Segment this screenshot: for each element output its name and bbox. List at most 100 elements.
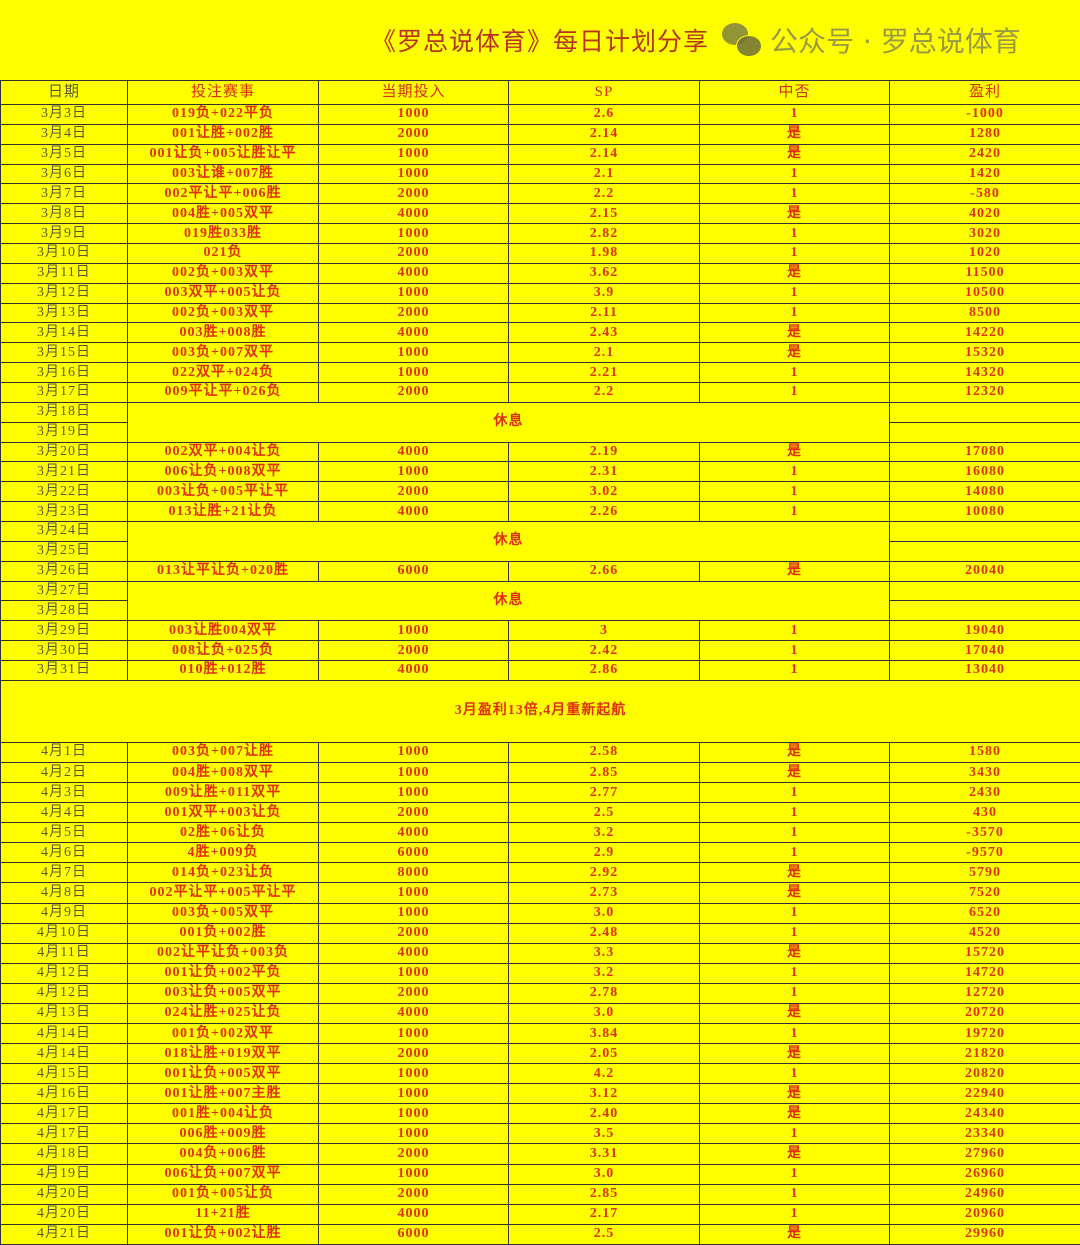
cell-match: 002负+003双平 [127,302,319,324]
cell-sp: 2.14 [508,123,700,145]
cell-hit: 是 [699,741,890,764]
cell-sp: 2.2 [508,183,700,205]
cell-hit: 1 [699,982,890,1004]
cell-sp: 4.2 [508,1063,700,1085]
table-row: 3月16日 022双平+024负 1000 2.21 1 14320 [0,362,1080,384]
table-row: 4月7日 014负+023让负 8000 2.92 是 5790 [0,862,1080,884]
cell-date: 3月27日 [0,580,128,602]
cell-profit: 8500 [889,302,1080,324]
rest-row: 3月24日 休息 [0,521,1080,562]
cell-sp: 3.2 [508,962,700,984]
header-sp: SP [508,80,700,105]
cell-date: 3月21日 [0,461,128,483]
cell-match: 003双平+005让负 [127,282,319,304]
cell-match: 002平让平+006胜 [127,183,319,205]
cell-hit: 1 [699,822,890,844]
cell-profit: 20820 [889,1063,1080,1085]
cell-date: 3月26日 [0,560,128,582]
cell-profit: 13040 [889,660,1080,681]
cell-profit: 2420 [889,143,1080,165]
cell-hit: 是 [699,322,890,344]
cell-date: 3月11日 [0,262,128,284]
cell-stake: 1000 [318,163,509,185]
cell-stake: 4000 [318,660,509,681]
cell-sp: 2.11 [508,302,700,324]
header-row: 日期 投注赛事 当期投入 SP 中否 盈利 [0,80,1080,105]
cell-profit: -3570 [889,822,1080,844]
cell-profit: 2430 [889,782,1080,804]
cell-sp: 3 [508,620,700,642]
cell-sp: 2.15 [508,203,700,225]
cell-date: 4月17日 [0,1103,128,1125]
table-row: 3月11日 002负+003双平 4000 3.62 是 11500 [0,262,1080,284]
cell-profit: 24340 [889,1103,1080,1125]
cell-stake: 1000 [318,362,509,384]
cell-match: 004胜+008双平 [127,761,319,784]
cell-date: 3月8日 [0,203,128,225]
cell-sp: 3.0 [508,1002,700,1025]
cell-stake: 1000 [318,342,509,364]
cell-stake: 2000 [318,123,509,145]
table-row: 3月29日 003让胜004双平 1000 3 1 19040 [0,620,1080,642]
cell-date: 3月31日 [0,660,128,681]
cell-profit-empty [889,421,1080,443]
table-row: 3月30日 008让负+025负 2000 2.42 1 17040 [0,640,1080,662]
cell-sp: 2.2 [508,382,700,403]
cell-date: 4月11日 [0,942,128,964]
cell-stake: 1000 [318,223,509,245]
table-row: 3月17日 009平让平+026负 2000 2.2 1 12320 [0,382,1080,403]
cell-hit: 1 [699,481,890,503]
cell-date: 4月3日 [0,782,128,804]
cell-stake: 1000 [318,1083,509,1105]
cell-sp: 2.43 [508,322,700,344]
cell-sp: 2.77 [508,782,700,804]
cell-stake: 2000 [318,640,509,662]
cell-hit: 是 [699,1083,890,1105]
cell-date: 4月14日 [0,1043,128,1065]
cell-profit-empty [889,401,1080,423]
cell-date: 3月12日 [0,282,128,304]
table-row: 3月7日 002平让平+006胜 2000 2.2 1 -580 [0,183,1080,205]
cell-profit: 1280 [889,123,1080,145]
cell-profit: 15320 [889,342,1080,364]
cell-hit: 1 [699,1123,890,1145]
table-row: 4月5日 02胜+06让负 4000 3.2 1 -3570 [0,822,1080,844]
cell-hit: 1 [699,183,890,205]
cell-match: 013让胜+21让负 [127,501,319,523]
cell-stake: 1000 [318,282,509,304]
cell-date: 3月24日 [0,521,128,542]
cell-date: 4月20日 [0,1183,128,1205]
cell-match: 019胜033胜 [127,223,319,245]
cell-profit: 26960 [889,1163,1080,1185]
table-row: 4月10日 001负+002胜 2000 2.48 1 4520 [0,922,1080,944]
table-row: 3月26日 013让平让负+020胜 6000 2.66 是 20040 [0,560,1080,582]
cell-match: 010胜+012胜 [127,660,319,681]
cell-hit: 是 [699,123,890,145]
cell-date: 3月20日 [0,441,128,463]
cell-sp: 3.02 [508,481,700,503]
cell-match: 014负+023让负 [127,862,319,884]
cell-profit: 14080 [889,481,1080,503]
cell-hit: 1 [699,640,890,662]
cell-sp: 2.78 [508,982,700,1004]
cell-match: 003让负+005平让平 [127,481,319,503]
plan-table: 日期 投注赛事 当期投入 SP 中否 盈利 3月3日 019负+022平负 1000… [0,80,1080,1245]
cell-date: 3月15日 [0,342,128,364]
cell-hit: 是 [699,862,890,884]
cell-match: 001负+005让负 [127,1183,319,1205]
cell-sp: 3.84 [508,1023,700,1045]
cell-stake: 1000 [318,962,509,984]
cell-match: 003让谁+007胜 [127,163,319,185]
month-summary-banner: 3月盈利13倍,4月重新起航 [0,679,1080,743]
table-row: 3月9日 019胜033胜 1000 2.82 1 3020 [0,223,1080,245]
cell-profit: 19040 [889,620,1080,642]
cell-profit: 21820 [889,1043,1080,1065]
cell-sp: 2.31 [508,461,700,483]
cell-sp: 2.05 [508,1043,700,1065]
cell-profit: 6520 [889,902,1080,924]
cell-hit: 1 [699,243,890,264]
table-row: 4月4日 001双平+003让负 2000 2.5 1 430 [0,802,1080,824]
cell-stake: 2000 [318,1143,509,1165]
cell-sp: 2.73 [508,882,700,904]
table-row: 3月22日 003让负+005平让平 2000 3.02 1 14080 [0,481,1080,503]
